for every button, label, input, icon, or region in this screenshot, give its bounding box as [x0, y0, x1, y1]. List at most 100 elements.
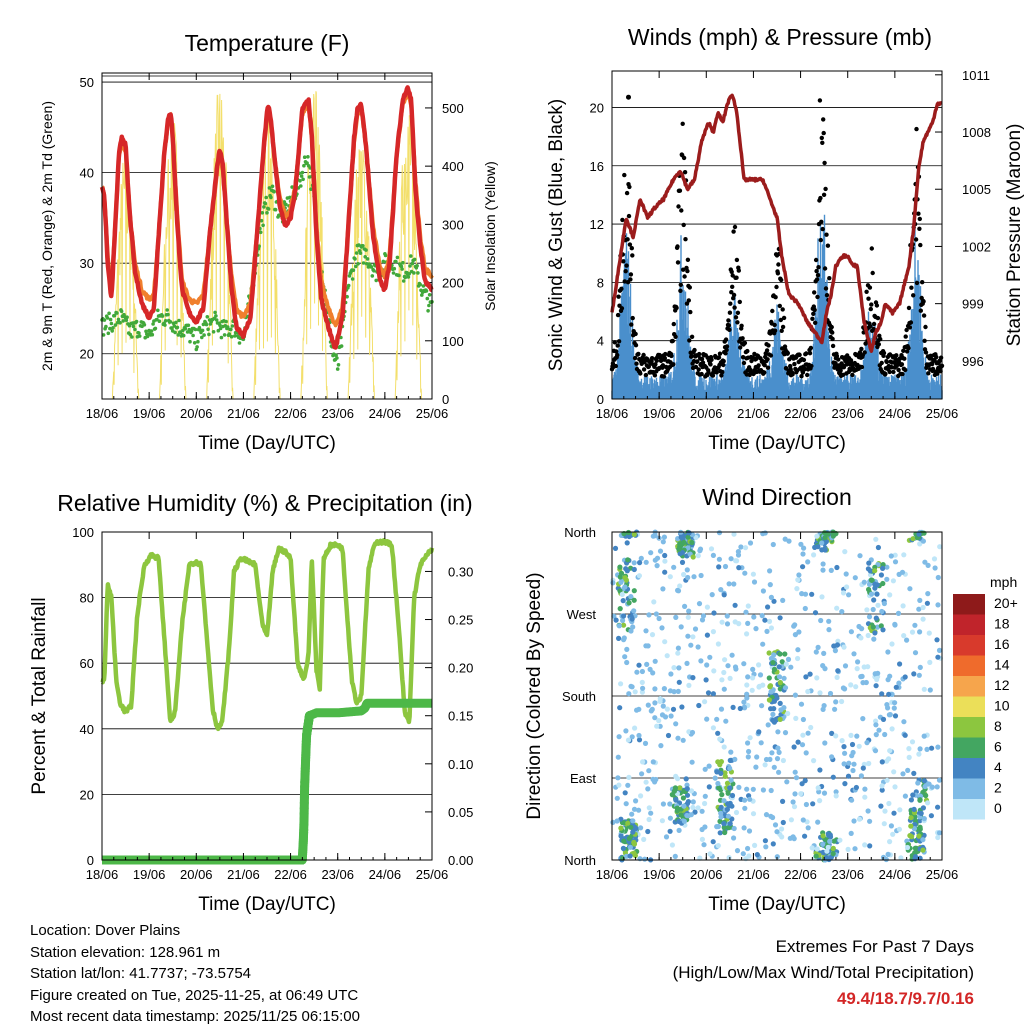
dewpoint-point [102, 318, 107, 322]
direction-point [769, 750, 775, 756]
gust-point [814, 277, 820, 282]
gust-point [643, 372, 649, 378]
direction-point [802, 778, 808, 784]
gust-point [906, 305, 912, 311]
direction-point [875, 602, 881, 608]
dewpoint-point [153, 326, 158, 331]
dewpoint-point [424, 289, 429, 293]
direction-point [756, 662, 762, 668]
dewpoint-point [358, 251, 363, 255]
direction-point [727, 821, 733, 827]
gust-point [878, 336, 883, 342]
direction-point [675, 645, 682, 651]
direction-point [618, 570, 625, 577]
direction-point [648, 550, 654, 556]
direction-point [690, 799, 696, 805]
gust-point [914, 280, 920, 286]
direction-point [867, 818, 873, 824]
dewpoint-point [200, 335, 204, 340]
direction-point [744, 631, 750, 637]
gust-point [762, 363, 767, 368]
direction-point [889, 726, 895, 732]
direction-point [630, 624, 636, 630]
direction-point [810, 801, 816, 807]
gust-point [756, 363, 761, 368]
gust-point [815, 273, 821, 278]
speed-legend-swatch [953, 696, 985, 717]
gust-point [822, 160, 827, 166]
direction-point [749, 687, 755, 693]
direction-point [884, 702, 890, 708]
direction-point [824, 848, 830, 854]
extremes-box: Extremes For Past 7 Days (High/Low/Max W… [673, 934, 974, 1012]
direction-point [678, 534, 684, 540]
direction-point [872, 581, 878, 587]
gust-point [812, 307, 817, 313]
direction-point [699, 808, 705, 814]
speed-legend-swatch [953, 676, 985, 697]
dewpoint-point [205, 315, 210, 319]
gust-point [921, 299, 926, 304]
direction-point [822, 535, 828, 541]
direction-point [721, 592, 727, 598]
direction-point [860, 716, 866, 722]
direction-point [705, 690, 712, 696]
direction-point [644, 661, 650, 668]
direction-point [917, 629, 923, 635]
dewpoint-point [284, 202, 288, 207]
gust-point [847, 368, 853, 373]
direction-point [792, 791, 798, 797]
direction-point [669, 842, 676, 848]
speed-legend-swatch [953, 717, 985, 738]
direction-point [727, 757, 733, 764]
dewpoint-point [105, 316, 110, 320]
temp-y2-tick-label: 500 [442, 101, 464, 116]
direction-point [855, 659, 861, 665]
x-tick-label-rh: 24/06 [369, 867, 402, 882]
x-tick-label-temp: 18/06 [86, 406, 119, 421]
dewpoint-point [119, 309, 124, 314]
direction-point [934, 784, 940, 790]
direction-point [814, 846, 820, 852]
direction-point [843, 571, 849, 577]
dewpoint-point [263, 201, 268, 206]
direction-point [822, 547, 828, 553]
direction-point [639, 771, 645, 777]
direction-point [799, 742, 806, 748]
gust-point [918, 308, 923, 313]
gust-point [689, 353, 694, 359]
gust-point [708, 362, 713, 367]
direction-point [920, 837, 926, 843]
solar-insolation-line [347, 149, 375, 400]
direction-point [734, 848, 741, 854]
dewpoint-point [206, 327, 210, 332]
dewpoint-point [395, 255, 400, 260]
dewpoint-point [260, 211, 265, 215]
dewpoint-point [200, 328, 205, 333]
gust-point [779, 328, 784, 333]
direction-point [925, 800, 931, 806]
direction-point [736, 565, 742, 571]
direction-point [935, 654, 941, 660]
dewpoint-point [416, 271, 420, 275]
speed-legend-swatch [953, 594, 985, 615]
direction-point [795, 655, 801, 662]
direction-point [851, 818, 857, 824]
gust-point [697, 351, 702, 357]
direction-point [852, 575, 858, 581]
gust-point [727, 310, 733, 315]
dewpoint-point [408, 264, 412, 268]
direction-point [639, 679, 645, 686]
direction-point [718, 706, 725, 712]
dewpoint-point [394, 259, 398, 264]
dewpoint-point [176, 333, 180, 337]
direction-point [817, 767, 823, 773]
dir-y-tick-label: North [564, 853, 596, 868]
direction-point [896, 826, 903, 832]
gust-point [811, 304, 816, 309]
direction-point [800, 732, 806, 738]
elevation-text: Station elevation: 128.961 m [30, 943, 221, 961]
direction-point [629, 734, 635, 740]
gust-point [726, 323, 732, 328]
gust-point [671, 321, 676, 327]
